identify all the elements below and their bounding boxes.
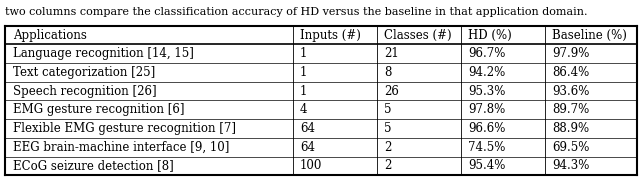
Text: 1: 1: [300, 66, 307, 79]
Text: 4: 4: [300, 103, 308, 116]
Text: 95.3%: 95.3%: [468, 85, 506, 98]
Text: 1: 1: [300, 47, 307, 60]
Text: Speech recognition [26]: Speech recognition [26]: [13, 85, 156, 98]
Text: 74.5%: 74.5%: [468, 141, 506, 154]
Text: 97.8%: 97.8%: [468, 103, 506, 116]
Text: 64: 64: [300, 141, 315, 154]
Text: Applications: Applications: [13, 28, 86, 42]
Text: 64: 64: [300, 122, 315, 135]
Text: Baseline (%): Baseline (%): [552, 28, 627, 42]
Text: ECoG seizure detection [8]: ECoG seizure detection [8]: [13, 159, 173, 172]
Text: 93.6%: 93.6%: [552, 85, 589, 98]
Text: EMG gesture recognition [6]: EMG gesture recognition [6]: [13, 103, 184, 116]
Text: Text categorization [25]: Text categorization [25]: [13, 66, 155, 79]
Text: 95.4%: 95.4%: [468, 159, 506, 172]
Text: HD (%): HD (%): [468, 28, 512, 42]
Text: 86.4%: 86.4%: [552, 66, 589, 79]
Text: 2: 2: [384, 141, 392, 154]
Text: 94.2%: 94.2%: [468, 66, 506, 79]
Text: Classes (#): Classes (#): [384, 28, 452, 42]
Text: 89.7%: 89.7%: [552, 103, 589, 116]
Text: Language recognition [14, 15]: Language recognition [14, 15]: [13, 47, 193, 60]
Text: 26: 26: [384, 85, 399, 98]
Text: 96.7%: 96.7%: [468, 47, 506, 60]
Text: Flexible EMG gesture recognition [7]: Flexible EMG gesture recognition [7]: [13, 122, 236, 135]
Text: Inputs (#): Inputs (#): [300, 28, 361, 42]
Text: 8: 8: [384, 66, 392, 79]
Text: 94.3%: 94.3%: [552, 159, 589, 172]
Text: 96.6%: 96.6%: [468, 122, 506, 135]
Text: two columns compare the classification accuracy of HD versus the baseline in tha: two columns compare the classification a…: [5, 7, 588, 17]
Text: 1: 1: [300, 85, 307, 98]
Text: 88.9%: 88.9%: [552, 122, 589, 135]
Text: 5: 5: [384, 103, 392, 116]
Text: 5: 5: [384, 122, 392, 135]
Text: 100: 100: [300, 159, 323, 172]
Text: EEG brain-machine interface [9, 10]: EEG brain-machine interface [9, 10]: [13, 141, 229, 154]
Text: 97.9%: 97.9%: [552, 47, 589, 60]
Text: 2: 2: [384, 159, 392, 172]
Text: 21: 21: [384, 47, 399, 60]
Text: 69.5%: 69.5%: [552, 141, 589, 154]
